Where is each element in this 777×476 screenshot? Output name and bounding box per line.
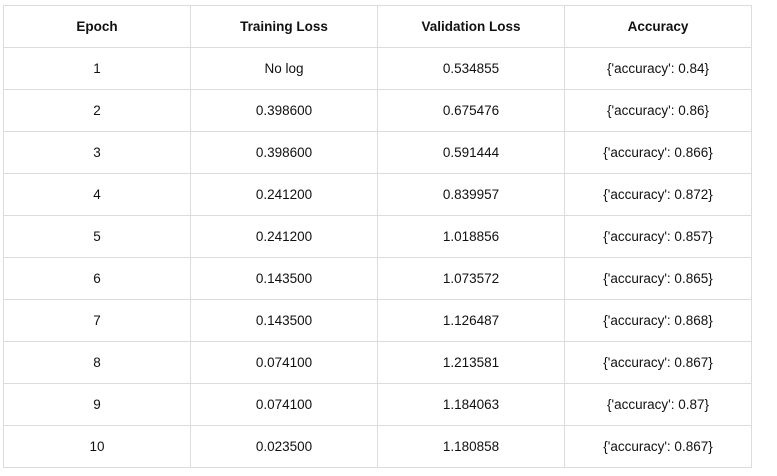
- table-cell: 0.074100: [190, 383, 378, 426]
- table-cell: 1.073572: [377, 257, 565, 300]
- table-cell: 1: [3, 47, 191, 90]
- table-cell: 1.126487: [377, 299, 565, 342]
- header-row: Epoch Training Loss Validation Loss Accurac…: [3, 5, 752, 48]
- table-cell: 0.534855: [377, 47, 565, 90]
- table-row: 9 0.074100 1.184063 {'accuracy': 0.87}: [3, 383, 752, 426]
- table-row: 6 0.143500 1.073572 {'accuracy': 0.865}: [3, 257, 752, 300]
- table-cell: 0.398600: [190, 89, 378, 132]
- table-cell: 0.023500: [190, 425, 378, 468]
- table-cell: 0.398600: [190, 131, 378, 174]
- table-cell: 0.143500: [190, 299, 378, 342]
- table-row: 3 0.398600 0.591444 {'accuracy': 0.866}: [3, 131, 752, 174]
- table-cell: {'accuracy': 0.866}: [564, 131, 752, 174]
- table-cell: 1.018856: [377, 215, 565, 258]
- results-table: Epoch Training Loss Validation Loss Accurac…: [3, 5, 752, 468]
- table-cell: {'accuracy': 0.87}: [564, 383, 752, 426]
- table-cell: 0.675476: [377, 89, 565, 132]
- table-row: 10 0.023500 1.180858 {'accuracy': 0.867}: [3, 425, 752, 468]
- table-cell: 0.143500: [190, 257, 378, 300]
- table-row: 8 0.074100 1.213581 {'accuracy': 0.867}: [3, 341, 752, 384]
- table-cell: 1.213581: [377, 341, 565, 384]
- table-cell: {'accuracy': 0.84}: [564, 47, 752, 90]
- header-cell: Epoch: [3, 5, 191, 48]
- table-cell: {'accuracy': 0.868}: [564, 299, 752, 342]
- table-cell: {'accuracy': 0.865}: [564, 257, 752, 300]
- table-cell: {'accuracy': 0.867}: [564, 425, 752, 468]
- header-cell: Training Loss: [190, 5, 378, 48]
- table-row: 2 0.398600 0.675476 {'accuracy': 0.86}: [3, 89, 752, 132]
- table-cell: {'accuracy': 0.857}: [564, 215, 752, 258]
- table-cell: 0.241200: [190, 173, 378, 216]
- table-cell: 8: [3, 341, 191, 384]
- table-cell: {'accuracy': 0.872}: [564, 173, 752, 216]
- table-cell: 3: [3, 131, 191, 174]
- table-row: 1 No log 0.534855 {'accuracy': 0.84}: [3, 47, 752, 90]
- table-cell: {'accuracy': 0.86}: [564, 89, 752, 132]
- table-cell: {'accuracy': 0.867}: [564, 341, 752, 384]
- table-cell: 1.180858: [377, 425, 565, 468]
- table-cell: 0.839957: [377, 173, 565, 216]
- header-cell: Accuracy: [564, 5, 752, 48]
- table-cell: 7: [3, 299, 191, 342]
- table-row: 7 0.143500 1.126487 {'accuracy': 0.868}: [3, 299, 752, 342]
- table-header: Epoch Training Loss Validation Loss Accurac…: [3, 5, 752, 48]
- table-cell: 1.184063: [377, 383, 565, 426]
- header-cell: Validation Loss: [377, 5, 565, 48]
- table-cell: 0.241200: [190, 215, 378, 258]
- table-cell: 0.591444: [377, 131, 565, 174]
- table-cell: 0.074100: [190, 341, 378, 384]
- table-cell: 2: [3, 89, 191, 132]
- table-body: 1 No log 0.534855 {'accuracy': 0.84} 2 0.3986…: [3, 47, 752, 468]
- table-row: 5 0.241200 1.018856 {'accuracy': 0.857}: [3, 215, 752, 258]
- table-cell: No log: [190, 47, 378, 90]
- table-cell: 6: [3, 257, 191, 300]
- table-cell: 9: [3, 383, 191, 426]
- table-cell: 4: [3, 173, 191, 216]
- table-cell: 10: [3, 425, 191, 468]
- table-row: 4 0.241200 0.839957 {'accuracy': 0.872}: [3, 173, 752, 216]
- table-cell: 5: [3, 215, 191, 258]
